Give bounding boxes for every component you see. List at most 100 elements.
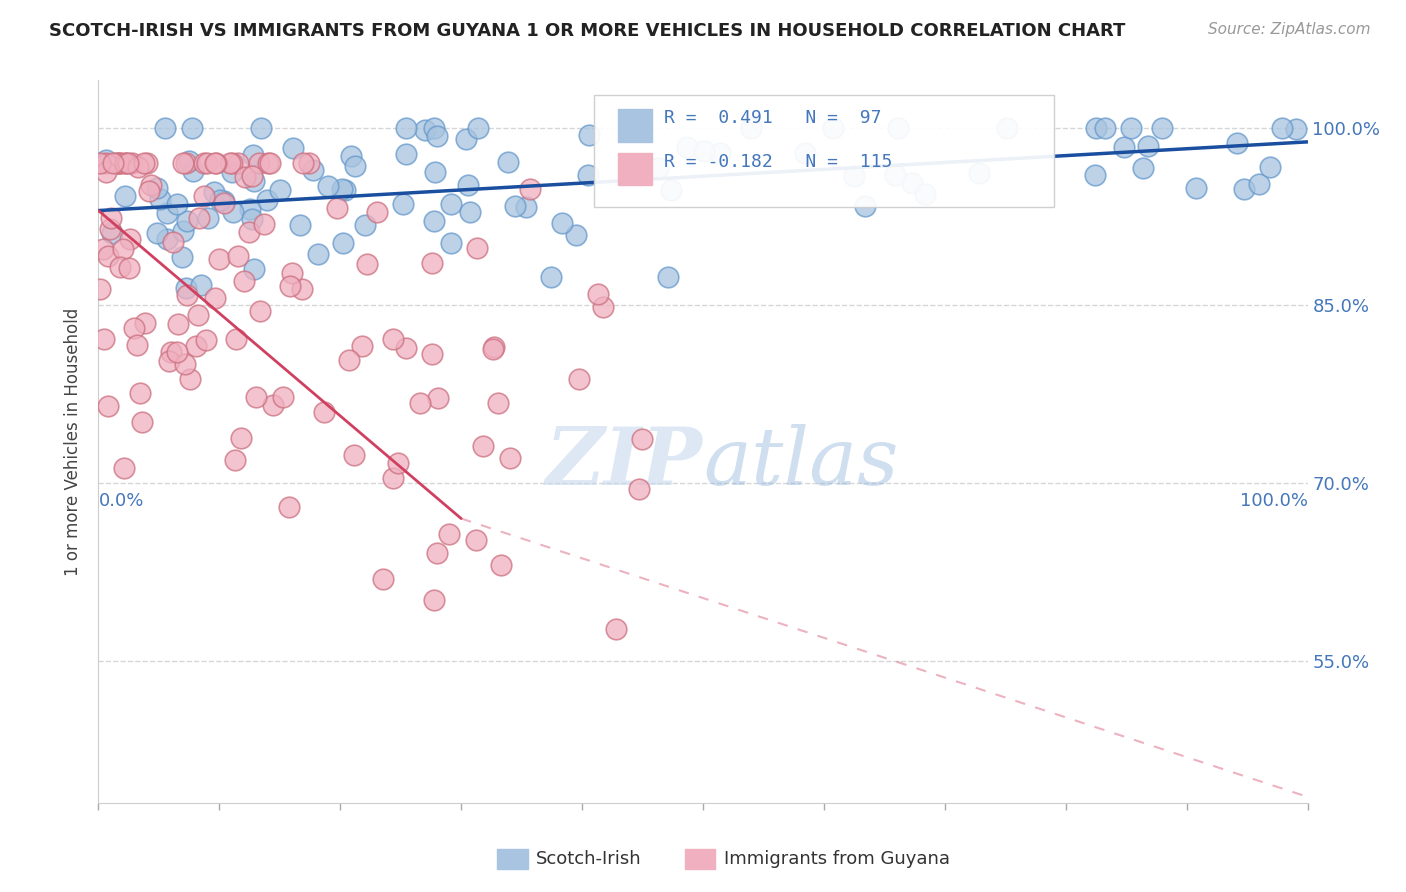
Point [122, 321, 145, 335]
Point [356, 257, 378, 271]
Point [138, 184, 160, 198]
Point [93, 332, 115, 346]
Bar [498, 849, 527, 870]
Point [302, 163, 325, 178]
Point [307, 247, 329, 261]
Point [291, 282, 314, 296]
Point [239, 202, 262, 217]
Point [190, 278, 212, 293]
Point [118, 261, 141, 276]
Point [179, 153, 201, 168]
Point [900, 177, 922, 191]
Point [568, 372, 591, 386]
Text: atlas: atlas [703, 425, 898, 502]
Point [1085, 120, 1108, 135]
Point [97, 249, 120, 263]
Point [167, 317, 190, 331]
Point [1285, 121, 1308, 136]
Point [253, 217, 276, 231]
Text: Scotch-Irish: Scotch-Irish [536, 850, 641, 868]
Point [224, 452, 246, 467]
Point [339, 353, 361, 368]
Point [1185, 181, 1208, 195]
Point [166, 345, 188, 359]
Point [176, 213, 198, 227]
Point [166, 197, 188, 211]
Point [111, 242, 134, 256]
Point [692, 144, 714, 158]
Point [187, 308, 209, 322]
Point [131, 416, 153, 430]
Point [354, 218, 377, 232]
Point [292, 156, 315, 170]
Point [127, 161, 149, 175]
Point [262, 398, 284, 412]
Point [238, 225, 260, 239]
Point [350, 339, 373, 353]
Point [425, 128, 447, 143]
Point [278, 500, 301, 514]
Point [136, 156, 159, 170]
Point [174, 280, 197, 294]
Point [592, 300, 614, 314]
Point [297, 156, 319, 170]
Point [1152, 120, 1174, 135]
Point [114, 156, 136, 170]
Point [146, 181, 169, 195]
Point [197, 211, 219, 226]
Text: 0.0%: 0.0% [98, 492, 143, 510]
Point [288, 218, 311, 232]
Point [471, 439, 494, 453]
Point [222, 205, 245, 219]
Point [344, 159, 367, 173]
Point [139, 178, 162, 192]
Point [395, 147, 418, 161]
Point [605, 623, 627, 637]
Point [257, 156, 280, 170]
Point [1271, 120, 1294, 135]
Point [499, 451, 522, 466]
Point [101, 156, 124, 170]
Point [173, 357, 195, 371]
Point [204, 291, 226, 305]
Point [281, 141, 304, 155]
Point [155, 120, 177, 135]
Point [387, 456, 409, 470]
Point [172, 224, 194, 238]
Point [519, 182, 541, 196]
FancyBboxPatch shape [595, 95, 1053, 207]
Point [162, 235, 184, 250]
Point [226, 156, 249, 170]
Point [457, 178, 479, 193]
Point [121, 156, 143, 170]
Point [426, 547, 449, 561]
Point [631, 432, 654, 446]
Point [381, 332, 404, 346]
Point [332, 235, 354, 250]
Point [312, 405, 335, 419]
Point [1247, 177, 1270, 191]
Point [1260, 160, 1282, 174]
Point [243, 174, 266, 188]
Point [423, 592, 446, 607]
Point [515, 200, 537, 214]
Point [740, 120, 762, 135]
Point [423, 164, 446, 178]
Point [181, 164, 204, 178]
Point [281, 266, 304, 280]
Text: Immigrants from Guyana: Immigrants from Guyana [724, 850, 949, 868]
Point [343, 448, 366, 462]
Point [172, 156, 194, 170]
Point [225, 332, 247, 346]
Point [233, 170, 256, 185]
Point [108, 156, 131, 170]
Point [440, 236, 463, 251]
Point [105, 156, 128, 170]
Point [394, 120, 416, 135]
Text: Source: ZipAtlas.com: Source: ZipAtlas.com [1208, 22, 1371, 37]
Point [114, 461, 136, 475]
Point [409, 396, 432, 410]
Point [565, 228, 588, 243]
Point [576, 168, 599, 182]
Text: R = -0.182   N =  115: R = -0.182 N = 115 [664, 153, 893, 171]
